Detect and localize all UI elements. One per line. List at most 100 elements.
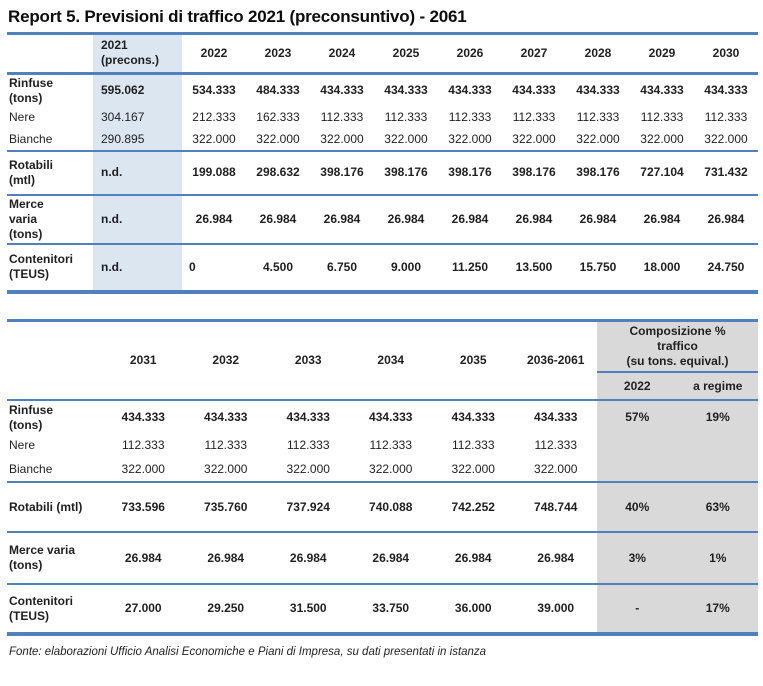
year-column-header: 2029 [648, 45, 676, 60]
value-cell: 26.984 [707, 211, 745, 226]
value-cell: 112.333 [534, 438, 578, 452]
value-cell: 398.176 [512, 165, 556, 179]
value-cell: 26.984 [259, 211, 297, 226]
year-column-header: 2033 [294, 352, 322, 367]
table1-header-row: 2021 (precons.) 2022 2023 2024 2025 2026 2027 2… [7, 35, 758, 73]
composition-cell: 40% [597, 482, 678, 532]
value-cell: 434.333 [204, 410, 248, 424]
value-cell: 112.333 [204, 438, 248, 452]
value-cell: 162.333 [256, 110, 300, 124]
value-cell: 434.333 [451, 410, 495, 424]
value-cell: 733.596 [121, 499, 165, 514]
value-cell: 199.088 [192, 165, 236, 179]
value-cell: 434.333 [448, 83, 492, 97]
value-cell: 434.333 [534, 410, 578, 424]
value-cell: 26.984 [289, 550, 327, 565]
value-cell: 112.333 [369, 438, 413, 452]
value-cell: 434.333 [576, 83, 620, 97]
row-label: Contenitori (TEUS) [9, 252, 73, 281]
value-cell: 24.750 [707, 259, 745, 274]
year-column-header: 2023 [264, 45, 292, 60]
value-cell: 112.333 [640, 110, 684, 124]
value-cell: 322.000 [384, 131, 428, 146]
table-row: Merce varia (tons) n.d. 26.984 26.984 26.984… [7, 194, 758, 244]
value-cell: 4.500 [262, 259, 294, 274]
value-cell: 434.333 [121, 410, 165, 424]
composition-cell [677, 434, 759, 457]
composition-cell: 1% [677, 532, 759, 584]
row-label: Rinfuse (tons) [9, 75, 54, 105]
value-cell: 735.760 [204, 499, 248, 514]
composition-subcolumn-header: a regime [677, 372, 759, 400]
composition-header: Composizione % traffico (su tons. equiva… [597, 320, 759, 373]
composition-cell: 57% [597, 400, 678, 434]
value-cell: 112.333 [452, 438, 495, 452]
value-cell: 112.333 [704, 110, 748, 124]
traffic-table-2021-2030: 2021 (precons.) 2022 2023 2024 2025 2026 2027 2… [7, 35, 758, 294]
composition-cell: 19% [677, 400, 759, 434]
value-cell: 26.984 [195, 211, 233, 226]
value-cell: 740.088 [369, 499, 413, 514]
value-cell: 9.000 [390, 259, 422, 274]
row-label: Rotabili (mtl) [9, 499, 83, 514]
value-cell: 29.250 [207, 601, 245, 615]
value-cell: 398.176 [576, 165, 620, 179]
value-cell: 304.167 [93, 106, 182, 129]
value-cell: 36.000 [454, 601, 492, 615]
row-label: Nere [9, 110, 36, 124]
value-cell: 322.000 [576, 131, 620, 146]
value-cell: 322.000 [121, 461, 165, 476]
table-row: Contenitori (TEUS) n.d. 0 4.500 6.750 9.000 11… [7, 243, 758, 292]
value-cell: 398.176 [384, 165, 428, 179]
table-row: Rotabili (mtl) 733.596 735.760 737.924 740.0… [7, 482, 759, 532]
value-cell: 11.250 [451, 259, 489, 274]
table2-subheader-row: 2022 a regime [7, 372, 759, 400]
report-page: Report 5. Previsioni di traffico 2021 (p… [7, 7, 759, 658]
value-cell: 26.984 [387, 211, 425, 226]
value-cell: 322.000 [451, 461, 495, 476]
value-cell: 727.104 [640, 165, 684, 179]
value-cell: 290.895 [93, 128, 182, 151]
row-label: Merce varia (tons) [9, 543, 76, 572]
row-label: Merce varia (tons) [9, 196, 44, 241]
year-column-header: 2032 [212, 352, 240, 367]
value-cell: 0 [189, 259, 196, 274]
value-cell: 18.000 [643, 259, 681, 274]
value-cell: 31.500 [289, 601, 327, 615]
value-cell: 434.333 [384, 83, 428, 97]
traffic-table-2031-2061: 2031 2032 2033 2034 2035 2036-2061 Composizion… [7, 318, 759, 636]
value-cell: 13.500 [515, 259, 553, 274]
year-column-header: 2024 [328, 45, 356, 60]
year-column-header: 2021 (precons.) [93, 35, 182, 73]
value-cell: 595.062 [93, 73, 182, 107]
row-label: Nere [9, 438, 36, 452]
value-cell: 322.000 [204, 461, 248, 476]
composition-cell [597, 434, 678, 457]
corner-cell [7, 35, 93, 73]
value-cell: 26.984 [454, 550, 492, 565]
table-row: Rotabili (mtl) n.d. 199.088 298.632 398.176 3… [7, 150, 758, 195]
composition-cell [677, 457, 759, 482]
row-label: Rotabili (mtl) [9, 157, 53, 187]
value-cell: 322.000 [369, 461, 413, 476]
value-cell: 112.333 [448, 110, 492, 124]
row-label: Contenitori (TEUS) [9, 593, 73, 623]
value-cell: 26.984 [643, 211, 681, 226]
value-cell: 322.000 [320, 131, 364, 146]
source-note: Fonte: elaborazioni Ufficio Analisi Econ… [9, 646, 487, 658]
value-cell: 39.000 [537, 601, 575, 615]
table1-body: Rinfuse (tons) 595.062 534.333 484.333 434.3… [7, 73, 758, 292]
value-cell: 112.333 [576, 110, 620, 124]
value-cell: 322.000 [448, 131, 492, 146]
value-cell: 322.000 [512, 131, 556, 146]
value-cell: 742.252 [451, 499, 495, 514]
value-cell: 434.333 [704, 83, 748, 97]
value-cell: 298.632 [256, 165, 300, 179]
composition-cell: 17% [677, 584, 759, 634]
value-cell: 322.000 [256, 131, 300, 146]
value-cell: 112.333 [320, 110, 364, 124]
value-cell: 434.333 [512, 83, 556, 97]
value-cell: 112.333 [122, 438, 165, 452]
table2-header-row: 2031 2032 2033 2034 2035 2036-2061 Composizion… [7, 320, 759, 373]
year-column-header: 2035 [459, 352, 487, 367]
